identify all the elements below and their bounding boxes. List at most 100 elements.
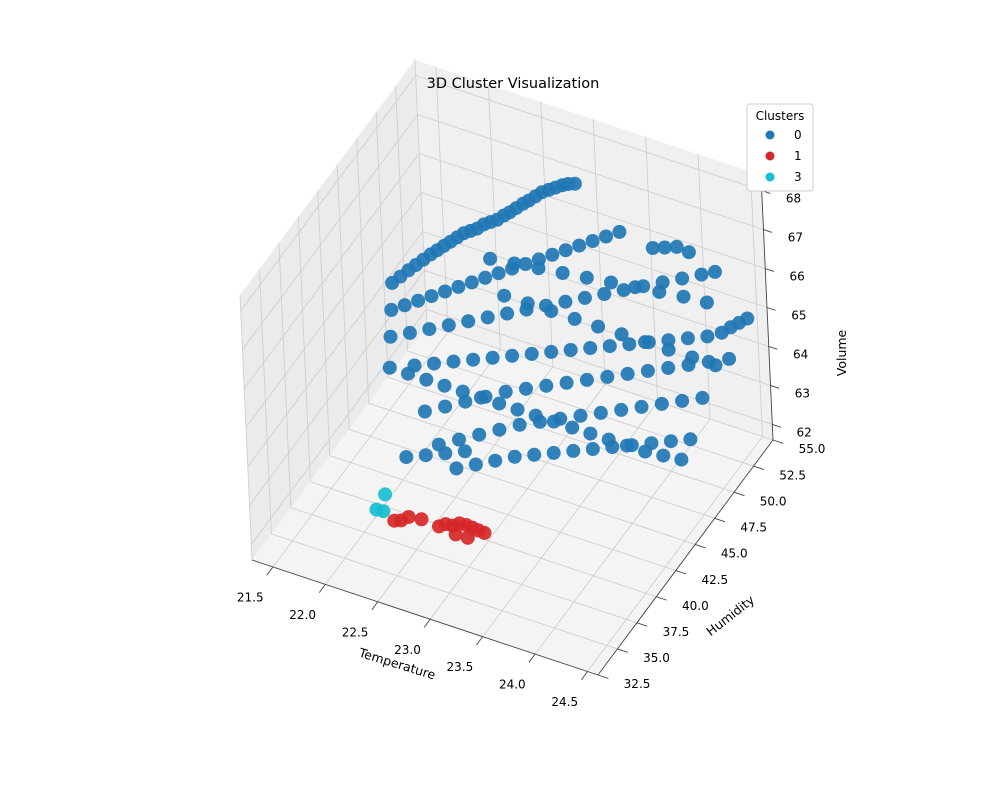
point-cluster-0 [461,314,476,329]
y-tick-label: 32.5 [624,677,651,691]
point-cluster-1 [387,513,402,528]
point-cluster-1 [460,530,475,545]
point-cluster-0 [577,290,592,305]
point-cluster-0 [722,351,737,366]
point-cluster-0 [558,243,573,258]
y-tick-label: 42.5 [701,573,728,587]
point-cluster-0 [478,270,493,285]
point-cluster-0 [714,325,729,340]
point-cluster-0 [675,271,690,286]
y-tick-label: 40.0 [682,599,709,613]
point-cluster-0 [593,405,608,420]
point-cluster-1 [448,527,463,542]
grid-line-y [395,86,754,467]
point-cluster-0 [597,287,612,301]
grid-line-z [247,230,769,467]
point-cluster-0 [519,302,534,317]
point-cluster-0 [669,239,684,254]
point-cluster-0 [451,279,466,294]
point-cluster-0 [483,251,498,266]
point-cluster-0 [700,329,715,344]
point-cluster-0 [614,327,629,342]
legend-label: 1 [794,149,802,163]
x-tick [423,618,431,628]
point-cluster-0 [399,450,414,465]
x-tick-label: 21.5 [237,591,264,605]
point-cluster-0 [524,346,539,361]
point-cluster-0 [382,360,397,375]
z-tick-label: 63 [795,386,810,400]
point-cluster-0 [411,293,426,308]
y-tick [772,439,784,444]
point-cluster-0 [583,426,598,441]
point-cluster-0 [683,432,698,447]
point-cluster-0 [622,337,637,352]
point-cluster-0 [572,238,587,253]
point-cluster-0 [402,325,417,340]
point-cluster-0 [644,436,659,451]
point-cluster-0 [427,356,441,371]
point-cluster-0 [641,335,656,350]
z-tick-label: 66 [789,270,804,284]
point-cluster-0 [614,402,629,417]
x-tick-label: 22.5 [342,625,369,639]
point-cluster-0 [602,339,617,354]
axis-labels: 3D Cluster Visualization Temperature Hum… [237,76,849,709]
point-cluster-0 [559,375,574,390]
point-cluster-0 [616,283,631,298]
y-tick [617,648,628,653]
point-cluster-0 [418,448,433,463]
point-cluster-0 [655,275,670,290]
point-cluster-0 [565,420,580,435]
point-cluster-0 [491,266,506,281]
grid-line-y [336,164,696,545]
z-tick [763,229,773,233]
point-cluster-0 [500,306,515,321]
point-cluster-0 [661,360,676,375]
point-cluster-1 [432,519,446,534]
grid-line-z [240,75,762,311]
point-cluster-3 [378,487,393,502]
point-cluster-0 [468,457,483,472]
point-cluster-0 [558,294,573,309]
x-axis-line [251,559,599,676]
point-cluster-0 [645,241,660,255]
point-cluster-0 [567,311,582,326]
y-tick-label: 52.5 [779,468,806,482]
point-cluster-0 [458,394,473,409]
point-cluster-0 [555,266,570,280]
point-cluster-0 [636,279,651,294]
legend-frame [746,103,814,192]
point-cluster-0 [383,329,398,344]
point-cluster-0 [397,298,412,313]
x-tick [581,671,588,681]
point-cluster-0 [579,270,594,285]
point-cluster-0 [675,393,690,408]
z-tick-label: 68 [786,192,801,206]
point-cluster-0 [419,372,434,387]
point-cluster-3 [369,502,384,517]
point-cluster-0 [480,310,495,325]
y-tick [597,674,609,679]
legend-marker [765,151,775,161]
legend-title: Clusters [756,109,805,123]
point-cluster-0 [624,438,639,453]
point-cluster-0 [539,378,554,393]
x-tick [318,584,326,593]
point-cluster-0 [579,372,594,387]
legend-label: 0 [794,128,802,142]
point-cluster-0 [545,247,560,262]
point-cluster-1 [414,512,429,527]
x-tick-label: 23.0 [394,643,421,657]
y-tick [733,491,745,497]
legend-entries: 0 1 3 [765,128,802,184]
point-cluster-0 [701,354,716,369]
grid-line-z [242,114,764,350]
point-cluster-0 [438,284,452,299]
point-cluster-0 [599,229,613,244]
point-cluster-0 [694,267,709,282]
point-cluster-0 [634,399,649,414]
point-cluster-0 [640,363,655,378]
